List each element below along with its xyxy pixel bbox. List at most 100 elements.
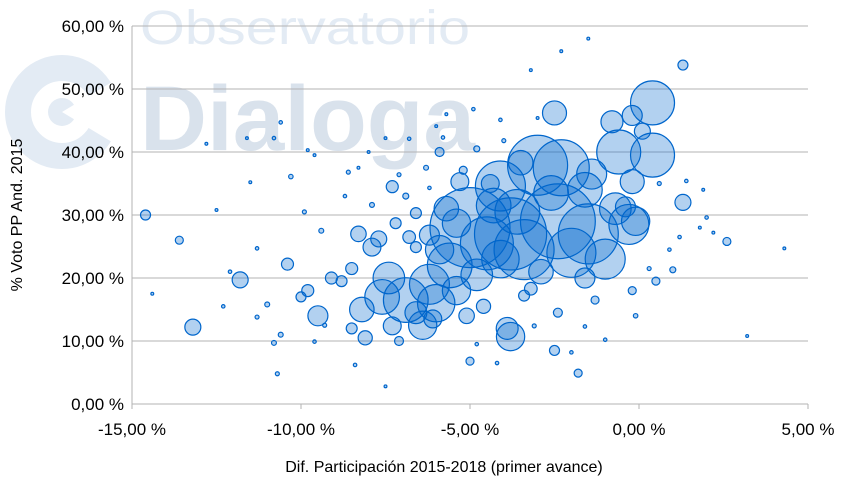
bubble-point [277, 331, 284, 338]
bubble-point [722, 236, 732, 247]
bubble-point [231, 271, 249, 289]
bubble-point [627, 286, 637, 296]
bubble-point [677, 59, 689, 71]
bubble-point [409, 207, 422, 220]
bubble-point [227, 269, 233, 275]
bubble-point [519, 183, 596, 260]
bubble-point [288, 173, 294, 180]
bubble-point [704, 215, 709, 220]
bubble-point [782, 246, 787, 251]
bubble-point [366, 149, 371, 155]
bubble-point [440, 135, 446, 140]
bubble-point [383, 136, 388, 141]
bubble-point [584, 238, 626, 280]
bubble-point [621, 104, 643, 127]
bubble-point [507, 149, 534, 176]
bubble-point [423, 164, 430, 171]
bubble-point [441, 208, 472, 238]
bubble-point [441, 275, 472, 306]
bubble-point [656, 180, 662, 187]
x-tick-label: 0,00 % [613, 420, 666, 439]
bubble-point [274, 371, 280, 377]
bubble-point [280, 257, 295, 271]
bubble-point [533, 175, 570, 211]
bubble-point [494, 188, 541, 235]
bubble-point [382, 316, 402, 336]
bubble-point [407, 310, 438, 340]
bubble-point [335, 275, 348, 288]
bubble-point [619, 169, 645, 195]
bubble-point [356, 165, 361, 170]
bubble-point [745, 333, 750, 338]
bubble-point [370, 230, 388, 248]
bubble-point [474, 341, 480, 347]
bubble-point [342, 193, 348, 199]
bubble-point [614, 196, 637, 218]
y-tick-label: 30,00 % [62, 206, 124, 225]
bubble-point [270, 339, 278, 346]
bubble-series [139, 36, 787, 389]
bubble-point [518, 289, 531, 302]
bubble-point [301, 209, 307, 215]
bubble-point [345, 169, 351, 175]
bubble-point [312, 339, 317, 344]
bubble-point [278, 120, 284, 125]
bubble-point [473, 145, 481, 153]
bubble-point [651, 276, 661, 286]
bubble-point [532, 139, 590, 197]
x-tick-label: -15,00 % [98, 420, 166, 439]
bubble-point [632, 312, 639, 319]
bubble-point [458, 165, 468, 175]
bubble-point [220, 304, 226, 309]
bubble-point [350, 225, 367, 243]
bubble-point [409, 241, 422, 254]
bubble-point [528, 258, 554, 285]
bubble-point [669, 266, 677, 274]
bubble-point [600, 110, 624, 134]
x-tick-label: 5,00 % [782, 420, 835, 439]
bubble-point [602, 337, 608, 343]
y-tick-label: 60,00 % [62, 17, 124, 36]
y-tick-label: 50,00 % [62, 80, 124, 99]
bubble-point [184, 318, 202, 336]
bubble-point [434, 124, 439, 129]
y-axis-label: % Voto PP And. 2015 [9, 139, 26, 292]
bubble-point [434, 146, 445, 158]
bubble-point [345, 322, 358, 335]
bubble-point [646, 265, 652, 272]
bubble-point [345, 261, 359, 276]
gridlines [132, 25, 808, 342]
bubble-point [546, 227, 597, 278]
bubble-point [389, 217, 402, 230]
bubble-point [450, 172, 470, 192]
bubble-point [254, 314, 260, 320]
y-tick-label: 10,00 % [62, 332, 124, 351]
watermark-logo-notch [62, 70, 132, 154]
y-tick-label: 20,00 % [62, 269, 124, 288]
bubble-point [535, 115, 540, 120]
bubble-point [444, 112, 449, 117]
bubble-point [396, 172, 402, 178]
bubble-point [433, 195, 460, 222]
bubble-point [531, 323, 537, 329]
bubble-point [459, 216, 514, 271]
watermark-line1: Observatorio [140, 2, 470, 55]
bubble-point [150, 291, 155, 296]
bubble-point [697, 225, 702, 230]
bubble-point [458, 307, 475, 325]
bubble-point [629, 132, 676, 178]
bubble-point [501, 138, 507, 144]
x-tick-label: -5,00 % [441, 420, 500, 439]
bubble-point [473, 197, 548, 271]
bubble-point [318, 227, 325, 234]
bubble-point [465, 356, 475, 366]
bubble-point [248, 180, 253, 185]
bubble-point [475, 187, 512, 224]
bubble-point [357, 330, 373, 346]
bubble-point [382, 277, 429, 324]
bubble-point [305, 148, 310, 153]
bubble-point [677, 234, 682, 240]
bubble-point [402, 192, 410, 200]
bubble-point [385, 180, 399, 194]
bubble-point [423, 309, 443, 329]
